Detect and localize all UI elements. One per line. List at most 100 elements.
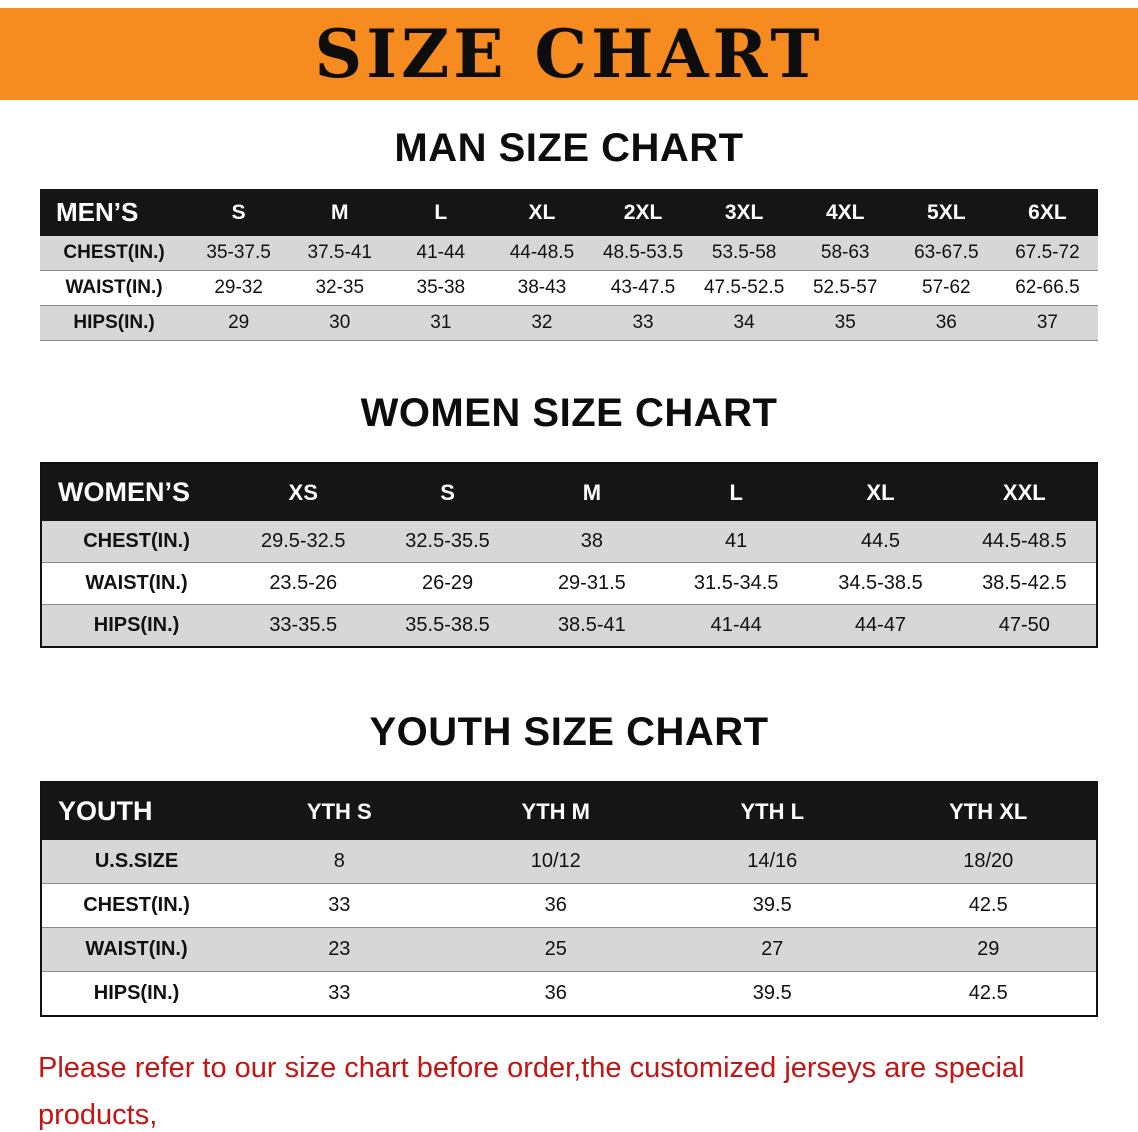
measurement-value: 47-50	[952, 604, 1097, 648]
measurement-value: 38-43	[491, 270, 593, 306]
measurement-value: 36	[447, 883, 665, 928]
measurement-value: 33	[231, 971, 448, 1017]
measurement-value: 29-32	[188, 270, 290, 306]
women-size-chart-section: WOMEN SIZE CHART WOMEN’S XS S M L XL XXL CHEST(…	[0, 341, 1138, 648]
table-header-row: WOMEN’S XS S M L XL XXL	[41, 463, 1097, 521]
size-column-header: 3XL	[693, 189, 795, 236]
size-column-header: YTH XL	[880, 782, 1097, 840]
measurement-value: 34	[693, 305, 795, 341]
measurement-value: 37.5-41	[289, 236, 391, 271]
measurement-value: 47.5-52.5	[693, 270, 795, 306]
measurement-value: 39.5	[664, 883, 881, 928]
measurement-value: 53.5-58	[693, 236, 795, 271]
women-size-table: WOMEN’S XS S M L XL XXL CHEST(IN.) 29.5-32.5 32.5…	[40, 462, 1098, 648]
size-column-header: YTH S	[231, 782, 448, 840]
table-title-cell: YOUTH	[41, 782, 232, 840]
size-column-header: XL	[491, 189, 593, 236]
disclaimer-text: Please refer to our size chart before or…	[38, 1045, 1100, 1132]
table-title-cell: MEN’S	[40, 189, 189, 236]
measurement-value: 36	[895, 305, 997, 341]
measurement-label: U.S.SIZE	[41, 840, 232, 884]
measurement-label: WAIST(IN.)	[41, 927, 232, 972]
measurement-value: 29.5-32.5	[231, 521, 376, 563]
measurement-value: 35-37.5	[188, 236, 290, 271]
size-column-header: YTH M	[447, 782, 665, 840]
measurement-value: 41-44	[664, 604, 809, 648]
measurement-label: WAIST(IN.)	[41, 562, 232, 605]
size-column-header: L	[390, 189, 492, 236]
measurement-value: 18/20	[880, 840, 1097, 884]
size-column-header: XL	[808, 463, 953, 521]
measurement-value: 35	[794, 305, 896, 341]
size-column-header: XXL	[952, 463, 1097, 521]
measurement-value: 41	[664, 521, 809, 563]
measurement-value: 57-62	[895, 270, 997, 306]
table-header-row: MEN’S S M L XL 2XL 3XL 4XL 5XL 6XL	[40, 189, 1098, 236]
table-row: CHEST(IN.) 29.5-32.5 32.5-35.5 38 41 44.5 44.5…	[41, 521, 1097, 563]
measurement-value: 32.5-35.5	[375, 521, 520, 563]
measurement-value: 32	[491, 305, 593, 341]
measurement-value: 42.5	[880, 971, 1097, 1017]
measurement-value: 34.5-38.5	[808, 562, 953, 605]
measurement-value: 38.5-41	[519, 604, 665, 648]
measurement-value: 33-35.5	[231, 604, 376, 648]
page-title: SIZE CHART	[314, 15, 824, 93]
table-row: WAIST(IN.) 23 25 27 29	[41, 927, 1097, 972]
measurement-value: 58-63	[794, 236, 896, 271]
size-column-header: 6XL	[996, 189, 1098, 236]
measurement-value: 29	[880, 927, 1097, 972]
women-section-heading: WOMEN SIZE CHART	[360, 391, 778, 435]
table-row: WAIST(IN.) 29-32 32-35 35-38 38-43 43-47.5 47.…	[40, 270, 1098, 306]
size-chart-banner: SIZE CHART	[0, 8, 1138, 100]
measurement-value: 52.5-57	[794, 270, 896, 306]
men-section-heading: MAN SIZE CHART	[394, 126, 744, 170]
measurement-value: 48.5-53.5	[592, 236, 694, 271]
size-column-header: S	[188, 189, 290, 236]
measurement-label: CHEST(IN.)	[41, 883, 232, 928]
measurement-value: 38.5-42.5	[952, 562, 1097, 605]
measurement-value: 38	[519, 521, 665, 563]
measurement-value: 42.5	[880, 883, 1097, 928]
measurement-value: 62-66.5	[996, 270, 1098, 306]
measurement-value: 37	[996, 305, 1098, 341]
measurement-value: 29	[188, 305, 290, 341]
men-size-table: MEN’S S M L XL 2XL 3XL 4XL 5XL 6XL CHEST(IN.) 35-37…	[40, 189, 1098, 341]
measurement-value: 43-47.5	[592, 270, 694, 306]
size-column-header: 4XL	[794, 189, 896, 236]
youth-section-heading: YOUTH SIZE CHART	[369, 710, 769, 754]
measurement-value: 30	[289, 305, 391, 341]
measurement-value: 23.5-26	[231, 562, 376, 605]
size-column-header: S	[375, 463, 520, 521]
table-row: U.S.SIZE 8 10/12 14/16 18/20	[41, 840, 1097, 884]
measurement-value: 29-31.5	[519, 562, 665, 605]
measurement-value: 63-67.5	[895, 236, 997, 271]
table-row: CHEST(IN.) 33 36 39.5 42.5	[41, 883, 1097, 928]
measurement-value: 35.5-38.5	[375, 604, 520, 648]
size-column-header: YTH L	[664, 782, 881, 840]
measurement-value: 39.5	[664, 971, 881, 1017]
table-header-row: YOUTH YTH S YTH M YTH L YTH XL	[41, 782, 1097, 840]
measurement-value: 31.5-34.5	[664, 562, 809, 605]
measurement-value: 44-48.5	[491, 236, 593, 271]
table-row: HIPS(IN.) 33 36 39.5 42.5	[41, 971, 1097, 1017]
measurement-value: 23	[231, 927, 448, 972]
measurement-value: 26-29	[375, 562, 520, 605]
size-column-header: M	[289, 189, 391, 236]
measurement-value: 27	[664, 927, 881, 972]
measurement-value: 44.5-48.5	[952, 521, 1097, 563]
table-title-cell: WOMEN’S	[41, 463, 232, 521]
measurement-label: HIPS(IN.)	[41, 604, 232, 648]
measurement-value: 44-47	[808, 604, 953, 648]
disclaimer-line-1: Please refer to our size chart before or…	[38, 1052, 1025, 1131]
measurement-value: 8	[231, 840, 448, 884]
measurement-value: 67.5-72	[996, 236, 1098, 271]
table-row: CHEST(IN.) 35-37.5 37.5-41 41-44 44-48.5 48.5…	[40, 236, 1098, 271]
measurement-label: CHEST(IN.)	[40, 236, 189, 271]
size-column-header: L	[664, 463, 809, 521]
measurement-value: 25	[447, 927, 665, 972]
table-row: WAIST(IN.) 23.5-26 26-29 29-31.5 31.5-34.5 34…	[41, 562, 1097, 605]
measurement-value: 33	[231, 883, 448, 928]
measurement-label: WAIST(IN.)	[40, 270, 189, 306]
measurement-label: HIPS(IN.)	[40, 305, 189, 341]
measurement-value: 36	[447, 971, 665, 1017]
